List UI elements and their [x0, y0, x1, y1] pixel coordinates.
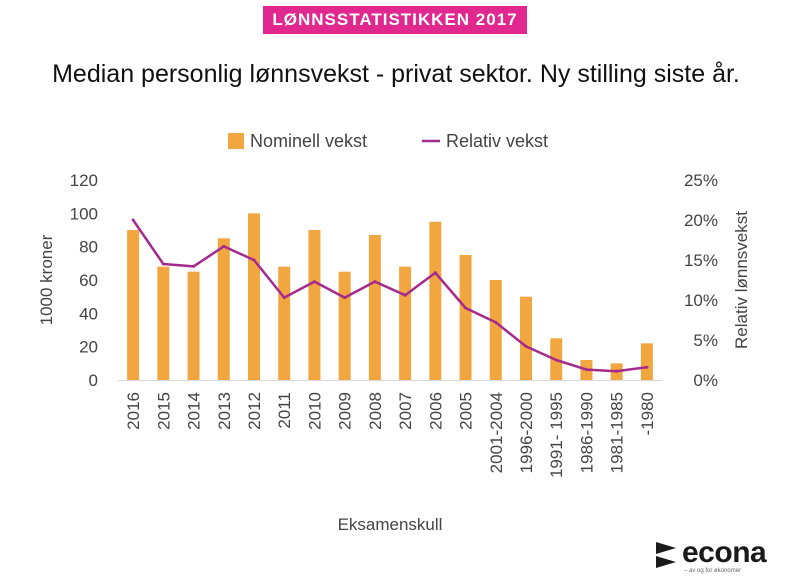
- point-relativ-10: [433, 271, 437, 275]
- point-relativ-4: [252, 258, 256, 262]
- y-tick-label: 20: [79, 338, 98, 357]
- x-axis-title: Eksamenskull: [338, 515, 443, 534]
- y-tick-label: 100: [70, 204, 98, 223]
- y-axis-title: 1000 kroner: [37, 234, 56, 325]
- point-relativ-9: [403, 293, 407, 297]
- x-tick-label: 2005: [457, 392, 476, 430]
- econa-logo: econa – av og for økonomer: [652, 536, 782, 574]
- y2-tick-label: 20%: [684, 211, 718, 230]
- logo-tagline: – av og for økonomer: [684, 568, 742, 574]
- y2-tick-label: 0%: [693, 371, 718, 390]
- x-tick-label: -1980: [638, 392, 657, 435]
- bar-nominell-0: [127, 230, 140, 380]
- bar-nominell-5: [278, 266, 291, 380]
- bar-nominell-4: [248, 213, 260, 380]
- point-relativ-8: [373, 280, 377, 284]
- y-tick-label: 120: [70, 171, 98, 190]
- point-relativ-11: [464, 306, 468, 310]
- x-tick-label: 2015: [154, 392, 173, 430]
- bar-nominell-8: [368, 235, 381, 380]
- report-banner: LØNNSSTATISTIKKEN 2017: [263, 6, 527, 34]
- point-relativ-7: [343, 296, 347, 300]
- x-tick-label: 1991- 1995: [547, 392, 566, 478]
- y2-axis-title: Relativ lønnsvekst: [732, 211, 751, 349]
- x-tick-label: 2008: [366, 392, 385, 430]
- y-tick-label: 80: [79, 238, 98, 257]
- legend: Nominell vekst Relativ vekst: [228, 131, 548, 151]
- y2-tick-label: 15%: [684, 251, 718, 270]
- point-relativ-13: [524, 344, 528, 348]
- x-tick-label: 2012: [245, 392, 264, 430]
- bar-nominell-11: [459, 255, 472, 380]
- x-tick-label: 2013: [215, 392, 234, 430]
- bar-nominell-10: [429, 221, 442, 380]
- x-tick-label: 2014: [185, 392, 204, 430]
- point-relativ-2: [192, 264, 196, 268]
- bar-nominell-17: [640, 343, 653, 380]
- x-tick-label: 2010: [305, 392, 324, 430]
- y2-tick-label: 5%: [693, 331, 718, 350]
- y2-tick-label: 25%: [684, 171, 718, 190]
- bar-nominell-7: [338, 271, 351, 380]
- x-tick-label: 2016: [124, 392, 143, 430]
- point-relativ-3: [222, 244, 226, 248]
- point-relativ-5: [282, 296, 286, 300]
- series-line-relativ: [132, 219, 648, 373]
- bar-nominell-1: [157, 266, 170, 380]
- legend-swatch-nominell: [228, 133, 244, 149]
- x-tick-label: 1981-1985: [608, 392, 627, 473]
- x-tick-label: 2011: [275, 392, 294, 429]
- bar-nominell-13: [520, 296, 532, 380]
- bar-nominell-2: [187, 271, 200, 380]
- bar-nominell-3: [217, 238, 230, 380]
- point-relativ-16: [615, 369, 619, 373]
- legend-label-relativ: Relativ vekst: [446, 131, 548, 151]
- point-relativ-0: [131, 218, 135, 222]
- point-relativ-17: [645, 365, 649, 369]
- bar-nominell-12: [489, 280, 502, 380]
- x-tick-label: 2007: [396, 392, 415, 430]
- point-relativ-6: [312, 280, 316, 284]
- x-tick-label: 2001-2004: [487, 392, 506, 473]
- point-relativ-15: [584, 368, 588, 372]
- point-relativ-12: [494, 320, 498, 324]
- y2-tick-label: 10%: [684, 291, 718, 310]
- y-tick-label: 60: [79, 271, 98, 290]
- point-relativ-1: [161, 262, 165, 266]
- plot-area: 0 20 40 60 80 100 120 0% 5% 10% 15% 20% 25% 2016 2015 2…: [70, 171, 718, 478]
- bar-nominell-6: [308, 230, 321, 380]
- chart-title: Median personlig lønnsvekst - privat sek…: [52, 60, 740, 88]
- x-tick-label: 2006: [426, 392, 445, 430]
- logo-wordmark: econa: [682, 536, 767, 569]
- x-tick-label: 1986-1990: [577, 392, 596, 473]
- x-tick-label: 2009: [336, 392, 355, 430]
- y-tick-label: 40: [79, 304, 98, 323]
- legend-label-nominell: Nominell vekst: [250, 131, 367, 151]
- x-tick-label: 1996-2000: [517, 392, 536, 473]
- y-tick-label: 0: [89, 371, 98, 390]
- econa-logo-mark-icon: [656, 542, 676, 568]
- bar-nominell-9: [399, 266, 412, 380]
- point-relativ-14: [554, 358, 558, 362]
